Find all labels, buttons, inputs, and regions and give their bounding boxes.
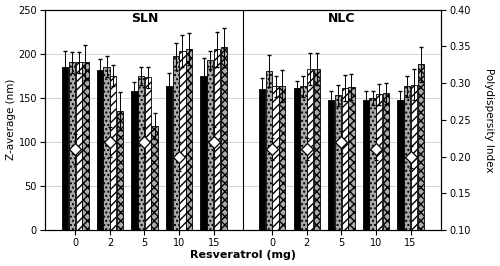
Bar xyxy=(342,88,348,230)
Bar xyxy=(328,99,334,230)
Bar xyxy=(166,86,172,230)
Text: SLN: SLN xyxy=(131,12,158,25)
Bar xyxy=(383,93,389,230)
Bar xyxy=(110,76,116,230)
Y-axis label: Z-average (nm): Z-average (nm) xyxy=(6,79,16,160)
Bar xyxy=(132,91,138,230)
Bar xyxy=(186,49,192,230)
Bar xyxy=(152,126,158,230)
Bar xyxy=(259,89,266,230)
Bar xyxy=(398,99,404,230)
Bar xyxy=(138,76,144,230)
Bar xyxy=(307,69,314,230)
Bar xyxy=(214,49,220,230)
Bar xyxy=(404,86,410,230)
Bar xyxy=(104,67,110,230)
Bar xyxy=(144,77,151,230)
Bar xyxy=(314,69,320,230)
Bar xyxy=(200,76,206,230)
Bar xyxy=(348,87,354,230)
Bar xyxy=(376,94,382,230)
Bar xyxy=(69,63,75,230)
Bar xyxy=(411,85,417,230)
Bar xyxy=(300,86,306,230)
Bar xyxy=(62,67,68,230)
Bar xyxy=(294,88,300,230)
Bar xyxy=(207,60,214,230)
Y-axis label: Polydispersity Index: Polydispersity Index xyxy=(484,68,494,172)
Bar xyxy=(172,56,179,230)
Bar xyxy=(220,47,227,230)
Bar xyxy=(418,64,424,230)
Bar xyxy=(335,95,341,230)
Bar xyxy=(266,71,272,230)
Bar xyxy=(117,111,123,230)
Bar xyxy=(76,63,82,230)
Bar xyxy=(82,63,88,230)
Bar xyxy=(363,99,369,230)
X-axis label: Resveratrol (mg): Resveratrol (mg) xyxy=(190,251,296,260)
Bar xyxy=(180,51,186,230)
Text: NLC: NLC xyxy=(328,12,355,25)
Bar xyxy=(272,86,278,230)
Bar xyxy=(370,98,376,230)
Bar xyxy=(279,86,285,230)
Bar xyxy=(96,69,103,230)
